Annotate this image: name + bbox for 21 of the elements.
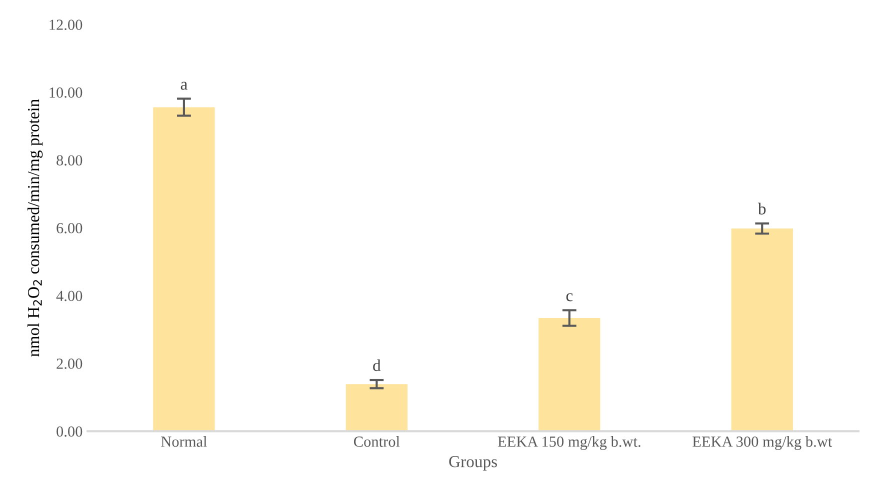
y-tick-label: 6.00: [56, 222, 82, 234]
y-tick-label: 10.00: [50, 87, 82, 98]
x-tick-label: Control: [354, 436, 400, 447]
bar: [153, 107, 215, 432]
y-tick-label: 4.00: [56, 290, 82, 302]
x-tick-label: EEKA 300 mg/kg b.wt: [692, 436, 832, 450]
annotation: a: [180, 82, 188, 90]
x-tick-label: Normal: [161, 436, 207, 447]
y-axis-title: nmol H$_{2}$O$_{2}$ consumed/min/mg protein: [27, 99, 43, 357]
y-tick-label: 2.00: [56, 358, 82, 369]
annotation: c: [566, 293, 573, 302]
y-tick-label: 12.00: [50, 20, 82, 30]
y-tick-label: 0.00: [56, 426, 82, 437]
x-axis-title: Groups: [449, 456, 497, 471]
annotation: b: [758, 202, 766, 215]
y-tick-label: 8.00: [56, 155, 82, 166]
bar: [538, 318, 600, 432]
bar: [731, 228, 793, 432]
x-tick-label: EEKA 150 mg/kg b.wt.: [498, 436, 640, 450]
annotation: d: [373, 359, 381, 372]
bar: [346, 384, 408, 432]
